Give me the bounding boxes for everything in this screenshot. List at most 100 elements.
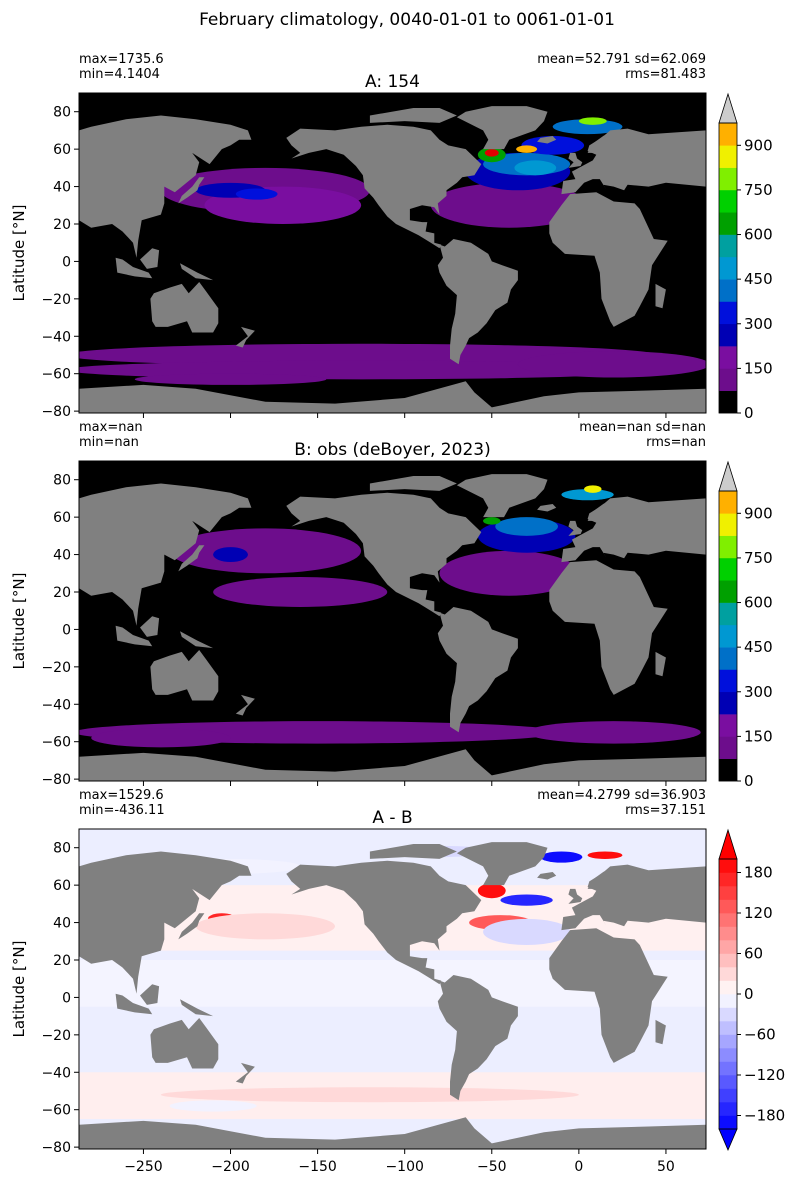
- stats-mean-sd: mean=52.791 sd=62.069: [537, 52, 706, 67]
- x-tick-label: −50: [477, 1159, 507, 1175]
- mld-blob-12: [584, 485, 602, 493]
- land-uk: [568, 152, 583, 168]
- colorbar-tick-label: 0: [744, 772, 754, 790]
- y-tick-label: 80: [53, 841, 71, 857]
- colorbar-tick-label: 600: [744, 226, 773, 244]
- colorbar-tick-label: −180: [744, 1107, 785, 1125]
- colorbar-segment: [719, 899, 737, 914]
- colorbar-segment: [719, 368, 737, 391]
- colorbar-tick-label: 0: [744, 404, 754, 422]
- land-greenland: [456, 474, 548, 518]
- mld-blob-3: [526, 721, 701, 744]
- colorbar-segment: [719, 624, 737, 648]
- land-uk: [568, 888, 583, 904]
- mld-blob-14: [484, 149, 499, 157]
- colorbar-segment: [719, 714, 737, 737]
- y-tick-label: 60: [53, 510, 71, 526]
- y-tick-label: 20: [53, 953, 71, 969]
- figure-suptitle: February climatology, 0040-01-01 to 0061…: [199, 10, 615, 30]
- anomaly-blob-2: [500, 894, 553, 906]
- land-samerica: [437, 607, 518, 733]
- land-arcticis: [369, 108, 457, 123]
- stats-mean-sd: mean=nan sd=nan: [579, 420, 706, 435]
- land-namerica: [286, 124, 482, 249]
- land-japan: [178, 177, 205, 204]
- x-tick-label: −150: [298, 1159, 336, 1175]
- land-newguinea: [180, 263, 214, 281]
- colorbar-segment: [719, 859, 737, 873]
- land-scand: [587, 866, 632, 893]
- land-antarctica: [79, 1117, 706, 1149]
- y-tick-label: −60: [41, 367, 71, 383]
- mld-blob-6: [213, 547, 248, 563]
- stats-rms: rms=81.483: [625, 67, 706, 82]
- mld-blob-2: [91, 728, 231, 748]
- anomaly-blob-10: [169, 1100, 257, 1112]
- y-axis-label: Latitude [°N]: [10, 941, 28, 1038]
- land-africa: [549, 928, 668, 1063]
- land-indon: [115, 993, 153, 1015]
- colorbar-tick-label: −60: [744, 1026, 776, 1044]
- colorbar-segment: [719, 980, 737, 995]
- colorbar-segment: [719, 189, 737, 213]
- colorbar-tick-label: 900: [744, 136, 773, 154]
- colorbar-segment: [719, 145, 737, 168]
- land-africa: [549, 192, 668, 327]
- stats-min: min=4.1404: [79, 67, 160, 82]
- land-samerica: [437, 239, 518, 365]
- colorbar-segment: [719, 580, 737, 603]
- y-tick-label: 20: [53, 585, 71, 601]
- x-tick-label: −250: [124, 1159, 162, 1175]
- y-tick-label: −60: [41, 1103, 71, 1119]
- y-tick-label: −60: [41, 735, 71, 751]
- land-uk: [568, 520, 583, 536]
- colorbar-segment: [719, 256, 737, 280]
- land-madag: [655, 651, 666, 677]
- land-madag: [655, 1019, 666, 1045]
- colorbar-extend-max: [718, 460, 738, 492]
- colorbar-segment: [719, 323, 737, 347]
- y-tick-label: −20: [41, 292, 71, 308]
- colorbar-segment: [719, 1034, 737, 1049]
- land-newguinea: [180, 999, 214, 1017]
- axes-frame: [78, 828, 707, 1150]
- colorbar: 0 150 300 450 600 750 900: [718, 92, 773, 422]
- colorbar-tick-label: 300: [744, 683, 773, 701]
- colorbar-segment: [719, 123, 737, 146]
- land-arcticis: [369, 476, 457, 491]
- stats-min: min=-436.11: [79, 803, 165, 818]
- x-tick-label: 0: [574, 1159, 583, 1175]
- y-tick-label: 40: [53, 548, 71, 564]
- colorbar-segment: [719, 602, 737, 626]
- land-japan: [178, 913, 205, 940]
- land-australia: [150, 282, 219, 333]
- colorbar-tick-label: 180: [744, 864, 773, 882]
- land-greenland: [456, 842, 548, 886]
- colorbar-frame: [718, 490, 738, 782]
- colorbar-segment: [719, 491, 737, 514]
- stats-min: min=nan: [79, 435, 139, 450]
- colorbar-segment: [719, 691, 737, 715]
- y-tick-label: −80: [41, 1140, 71, 1156]
- colorbar-segment: [719, 669, 737, 693]
- y-tick-label: 0: [62, 254, 71, 270]
- stats-rms: rms=nan: [646, 435, 706, 450]
- colorbar-tick-label: 600: [744, 594, 773, 612]
- colorbar-segment: [719, 926, 737, 941]
- x-tick-label: 50: [657, 1159, 675, 1175]
- anomaly-blob-8: [483, 918, 571, 946]
- colorbar-segment: [719, 736, 737, 759]
- colorbar-segment: [719, 513, 737, 536]
- y-tick-label: 0: [62, 622, 71, 638]
- axes-frame: [78, 460, 707, 782]
- land-greenland: [456, 106, 548, 150]
- y-tick-label: −40: [41, 697, 71, 713]
- y-tick-label: −80: [41, 772, 71, 788]
- land-africa: [549, 560, 668, 695]
- land-indon: [115, 257, 153, 279]
- colorbar-tick-label: 450: [744, 270, 773, 288]
- y-tick-label: 60: [53, 142, 71, 158]
- map-area: [79, 461, 706, 781]
